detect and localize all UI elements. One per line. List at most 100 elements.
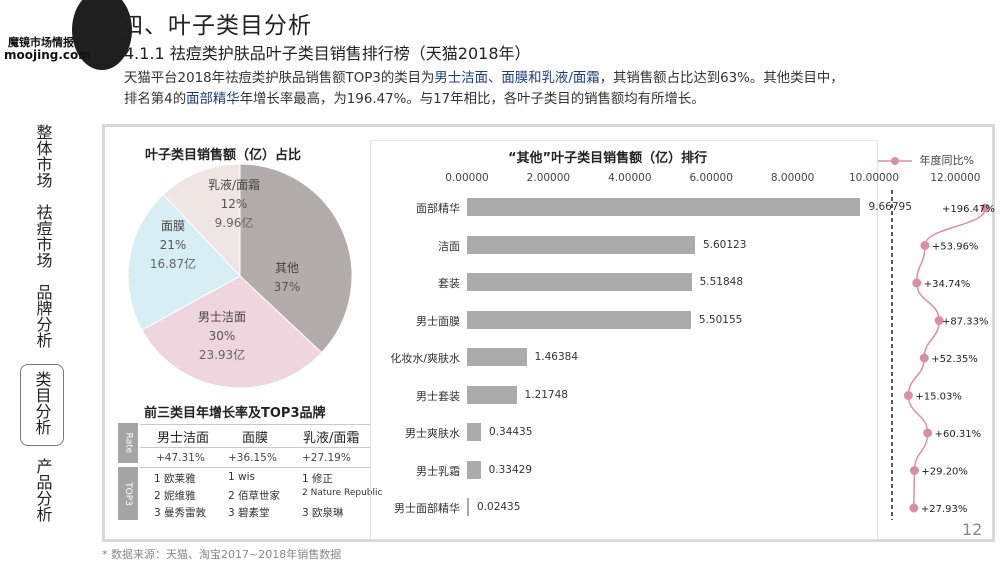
nav-item-brand[interactable]: 品牌分析 bbox=[22, 284, 64, 352]
pie-label-amount: 23.93亿 bbox=[198, 348, 246, 362]
x-tick-label: 2.00000 bbox=[526, 172, 571, 184]
x-tick-label: 4.00000 bbox=[608, 172, 652, 184]
nav-item-product[interactable]: 产品分析 bbox=[22, 458, 64, 526]
table-title: 前三类目年增长率及TOP3品牌 bbox=[144, 406, 326, 421]
yoy-point bbox=[934, 316, 944, 325]
pie-title: 叶子类目销售额（亿）占比 bbox=[145, 148, 302, 163]
nav-item-category[interactable]: 类目分析 bbox=[20, 364, 64, 446]
summary-l2-highlight: 面部精华 bbox=[186, 92, 240, 107]
bar bbox=[467, 273, 692, 291]
bar-chart-title: “其他”叶子类目销售额（亿）排行 bbox=[508, 151, 708, 166]
summary-l1c: ，其销售额占比达到63%。其他类目中， bbox=[599, 71, 844, 86]
nav-item-acne-market[interactable]: 祛痘市场 bbox=[22, 204, 64, 272]
section-nav: 整体市场 祛痘市场 品牌分析 类目分析 产品分析 bbox=[20, 124, 64, 538]
category-label: 套装 bbox=[438, 277, 460, 290]
rate-side-label: Rate bbox=[123, 432, 134, 454]
yoy-label: +34.74% bbox=[924, 279, 971, 290]
pie-label-men-cleanser: 男士洁面 30% 23.93亿 bbox=[172, 308, 272, 365]
yoy-label: +29.20% bbox=[921, 467, 968, 478]
pie-slice bbox=[127, 193, 241, 331]
pie-label-name: 乳液/面霜 bbox=[207, 178, 261, 192]
summary-l2c: 年增长率最高，为196.47%。与17年相比，各叶子类目的销售额均有所增长。 bbox=[239, 92, 705, 107]
nav-label: 品牌分析 bbox=[33, 284, 53, 348]
rate-lotion: +27.19% bbox=[302, 452, 351, 464]
yoy-point bbox=[909, 503, 919, 513]
legend-line-icon bbox=[878, 157, 912, 165]
pie-label-pct: 21% bbox=[159, 238, 187, 252]
category-label: 男士面膜 bbox=[416, 314, 460, 328]
table-header-mask: 面膜 bbox=[242, 431, 269, 446]
nav-label: 产品分析 bbox=[33, 458, 53, 522]
yoy-point bbox=[980, 203, 990, 213]
pie-label-pct: 30% bbox=[208, 329, 236, 343]
summary-l2a: 排名第4的 bbox=[124, 92, 187, 107]
bar-value-label: 9.66795 bbox=[868, 201, 912, 213]
bar bbox=[467, 498, 469, 516]
pie-label-amount: 9.96亿 bbox=[214, 216, 254, 230]
bar-value-label: 0.02435 bbox=[477, 501, 521, 513]
rate-men-cleanser: +47.31% bbox=[156, 452, 205, 464]
pie-slice bbox=[239, 163, 353, 354]
bar bbox=[467, 235, 695, 254]
bar bbox=[467, 348, 527, 366]
pie-label-other: 其他 37% bbox=[262, 259, 312, 297]
pie-label-name: 男士洁面 bbox=[197, 310, 246, 324]
yoy-label: +52.35% bbox=[931, 354, 978, 365]
yoy-label: +196.47% bbox=[942, 204, 995, 215]
yoy-line-chart: +196.47% +53.96% +34.74% +87.33% +52.35% +15.… bbox=[891, 190, 995, 520]
yoy-label: +87.33% bbox=[942, 317, 989, 328]
bar-value-label: 5.50155 bbox=[698, 313, 743, 326]
x-tick-label: 12.00000 bbox=[930, 172, 981, 184]
category-label: 男士面部精华 bbox=[394, 502, 460, 515]
page-title: 四、叶子类目分析 bbox=[120, 13, 312, 39]
bar bbox=[467, 460, 481, 479]
bar bbox=[467, 198, 861, 216]
pie-label-lotion: 乳液/面霜 12% 9.96亿 bbox=[196, 176, 272, 233]
logo-disc bbox=[72, 0, 132, 70]
pie-label-amount: 16.87亿 bbox=[149, 257, 197, 271]
brand-cell: 1 欧莱雅 bbox=[154, 473, 196, 485]
bar-value-label: 1.21748 bbox=[524, 388, 568, 401]
category-label: 男士乳霜 bbox=[416, 464, 460, 478]
yoy-point bbox=[919, 353, 929, 363]
summary-l1-highlight: 男士洁面、面膜和乳液/面霜 bbox=[434, 71, 600, 86]
brand-cell: 1 wis bbox=[228, 471, 255, 483]
x-tick-label: 6.00000 bbox=[689, 172, 733, 184]
yoy-point bbox=[903, 391, 913, 400]
source-note: * 数据来源：天猫、淘宝2017~2018年销售数据 bbox=[102, 548, 342, 561]
summary-text: 天猫平台2018年祛痘类护肤品销售额TOP3的类目为男士洁面、面膜和乳液/面霜，… bbox=[124, 68, 994, 110]
x-tick-label: 8.00000 bbox=[770, 172, 815, 184]
bar bbox=[467, 423, 481, 441]
bar bbox=[467, 385, 517, 404]
bar-value-label: 1.46384 bbox=[534, 351, 578, 363]
pie-slice bbox=[162, 163, 241, 278]
pie-label-name: 面膜 bbox=[160, 219, 185, 233]
brand-cell: 3 欧泉琳 bbox=[302, 507, 344, 519]
brand-cell: 3 曼秀雷敦 bbox=[154, 507, 207, 519]
category-label: 男士爽肤水 bbox=[405, 427, 460, 440]
top3-side-tab: TOP3 bbox=[118, 467, 138, 520]
category-label: 洁面 bbox=[438, 239, 460, 253]
category-label: 男士套装 bbox=[416, 389, 460, 403]
yoy-label: +53.96% bbox=[932, 242, 979, 253]
pie-label-pct: 37% bbox=[273, 280, 301, 294]
brand-cell: 3 碧素堂 bbox=[228, 507, 270, 519]
yoy-label: +15.03% bbox=[915, 392, 962, 403]
bar-value-label: 5.60123 bbox=[702, 238, 747, 251]
legend-label: 年度同比% bbox=[919, 154, 974, 167]
bar-chart-frame bbox=[370, 140, 878, 540]
summary-l1a: 天猫平台2018年祛痘类护肤品销售额TOP3的类目为 bbox=[124, 71, 435, 86]
x-tick-label: 0.00000 bbox=[445, 172, 489, 184]
pie-slice bbox=[141, 275, 323, 389]
table-header-men-cleanser: 男士洁面 bbox=[157, 431, 210, 446]
pie-label-name: 其他 bbox=[274, 261, 299, 275]
page-number: 12 bbox=[962, 520, 983, 539]
category-label: 化妆水/爽肤水 bbox=[390, 352, 460, 365]
yoy-point bbox=[912, 278, 922, 288]
category-label: 面部精华 bbox=[416, 202, 460, 215]
pie-chart bbox=[127, 163, 353, 389]
table-header-lotion: 乳液/面霜 bbox=[303, 431, 360, 446]
bar-value-label: 5.51848 bbox=[699, 276, 744, 288]
nav-item-overall[interactable]: 整体市场 bbox=[22, 124, 64, 192]
logo-cn-text: 魔镜市场情报 bbox=[8, 36, 74, 49]
